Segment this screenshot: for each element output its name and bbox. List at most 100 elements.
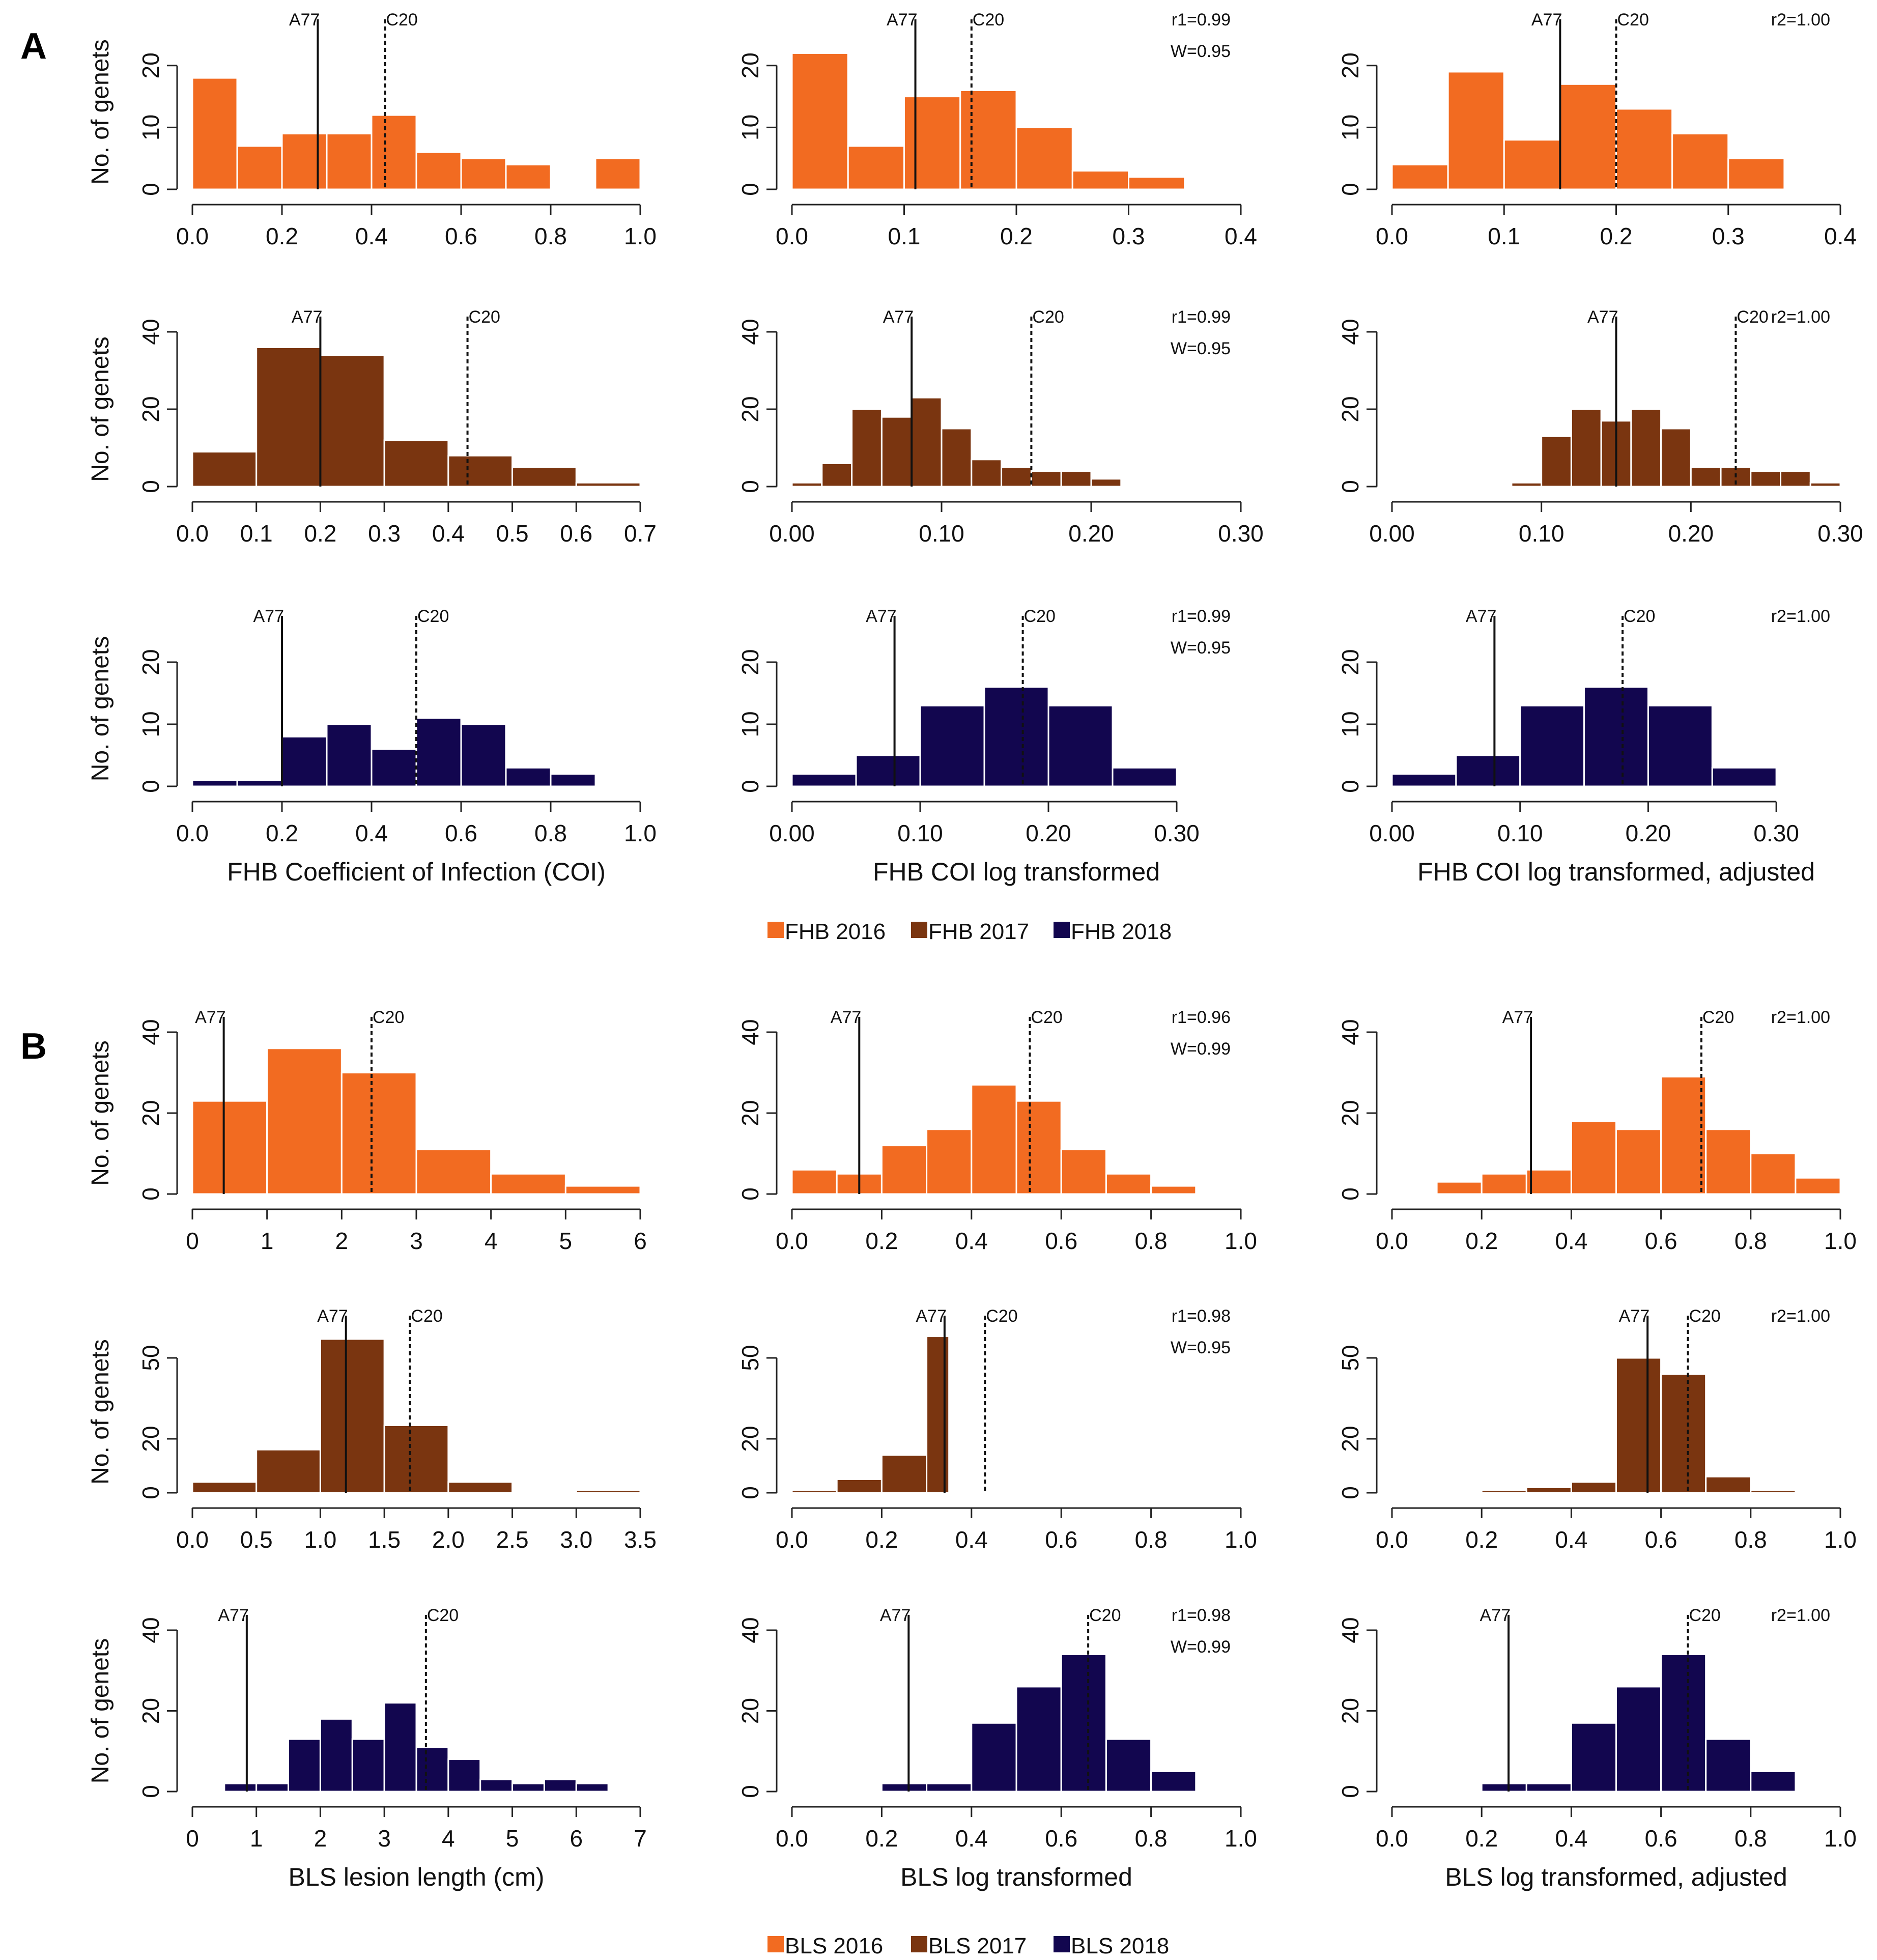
bar-A-r3-c2-0 [791, 773, 857, 787]
y-tick-label-A-r1-c1-2: 20 [137, 52, 164, 78]
x-tick-label-A-r3-c3-2: 0.20 [1626, 820, 1671, 846]
panel-label-b: B [20, 1026, 47, 1067]
marker-label-B-r2-c1-A77: A77 [317, 1306, 348, 1326]
x-tick-label-B-r3-c2-2: 0.4 [955, 1825, 988, 1852]
x-tick-label-A-r3-c2-3: 0.30 [1154, 820, 1200, 846]
x-tick-label-B-r2-c2-3: 0.6 [1045, 1526, 1077, 1553]
x-label-B-r3-c1: BLS lesion length (cm) [288, 1863, 544, 1891]
marker-label-A-r2-c1-A77: A77 [292, 307, 323, 327]
bar-A-r3-c1-8 [550, 773, 596, 787]
y-tick-label-A-r1-c1-1: 10 [137, 115, 164, 140]
x-tick-label-A-r2-c1-4: 0.4 [432, 520, 465, 547]
bar-A-r1-c3-2 [1503, 139, 1561, 190]
y-tick-label-A-r1-c2-1: 10 [737, 115, 763, 140]
bar-A-r1-c3-1 [1447, 71, 1505, 190]
bar-B-r1-c1-2 [340, 1072, 417, 1195]
bar-A-r1-c2-5 [1071, 170, 1129, 190]
bar-B-r1-c3-7 [1750, 1153, 1797, 1195]
marker-label-B-r2-c3-A77: A77 [1619, 1306, 1650, 1326]
x-tick-label-B-r2-c1-1: 0.5 [240, 1526, 273, 1553]
bar-B-r3-c1-0 [223, 1782, 258, 1793]
bar-B-r1-c2-8 [1150, 1185, 1197, 1195]
x-tick-label-A-r3-c2-1: 0.10 [897, 820, 943, 846]
x-tick-label-A-r3-c1-4: 0.8 [534, 820, 567, 846]
bar-B-r2-c1-2 [319, 1338, 385, 1494]
x-tick-label-A-r2-c2-3: 0.30 [1218, 520, 1264, 547]
marker-label-A-r2-c1-C20: C20 [469, 307, 500, 327]
legend-swatch-bls-2017 [911, 1936, 927, 1952]
chart-B-r3-c2: 0.0 0.2 0.4 0.6 0.8 1.0 0 20 40 BLS log transform… [737, 1606, 1257, 1891]
bar-A-r2-c2-5 [941, 428, 973, 488]
bar-A-r2-c3-4 [1630, 408, 1662, 488]
x-tick-label-B-r1-c2-3: 0.6 [1045, 1228, 1077, 1254]
bar-A-r1-c1-7 [505, 163, 552, 190]
panel-label-a: A [20, 26, 47, 67]
chart-A-r1-c3: 0.0 0.1 0.2 0.3 0.4 0 10 20 A77 C20 r2=1.00 [1337, 10, 1857, 249]
bar-B-r2-c1-4 [447, 1481, 514, 1494]
bar-B-r1-c2-0 [791, 1169, 838, 1195]
bar-B-r1-c1-3 [415, 1149, 492, 1195]
y-label-B-r1-c1: No. of genets [87, 1040, 114, 1186]
marker-label-A-r3-c3-C20: C20 [1624, 607, 1655, 626]
bar-B-r1-c3-3 [1570, 1120, 1617, 1195]
x-label-B-r3-c2: BLS log transformed [900, 1863, 1132, 1891]
x-tick-label-A-r2-c2-2: 0.20 [1068, 520, 1114, 547]
x-tick-label-A-r2-c3-3: 0.30 [1817, 520, 1863, 547]
marker-label-A-r2-c2-C20: C20 [1032, 307, 1064, 327]
y-tick-label-B-r3-c3-2: 40 [1337, 1617, 1363, 1643]
bar-A-r2-c1-2 [319, 354, 385, 488]
bar-B-r3-c3-2 [1570, 1722, 1617, 1793]
bar-A-r3-c2-5 [1112, 766, 1178, 787]
x-tick-label-A-r1-c3-0: 0.0 [1376, 223, 1408, 249]
bar-A-r2-c3-5 [1660, 428, 1692, 488]
bar-A-r2-c2-8 [1030, 470, 1062, 488]
legend-label-bls-2018: BLS 2018 [1071, 1934, 1169, 1958]
bar-A-r3-c1-1 [236, 779, 283, 787]
y-tick-label-A-r1-c3-0: 0 [1337, 183, 1363, 196]
x-tick-label-B-r3-c1-4: 4 [442, 1825, 455, 1852]
x-tick-label-A-r2-c2-0: 0.00 [769, 520, 815, 547]
stat-annotation-B-r1-c3-0: r2=1.00 [1771, 1008, 1830, 1027]
x-tick-label-B-r3-c2-4: 0.8 [1135, 1825, 1168, 1852]
marker-label-B-r2-c3-C20: C20 [1689, 1306, 1720, 1326]
legend-swatch-fhb-2018 [1054, 922, 1070, 938]
stat-annotation-A-r1-c2-0: r1=0.99 [1172, 10, 1231, 30]
stat-annotation-B-r2-c2-1: W=0.95 [1171, 1338, 1231, 1357]
marker-label-B-r3-c1-C20: C20 [427, 1606, 459, 1625]
y-tick-label-A-r3-c3-1: 10 [1337, 711, 1363, 737]
bar-A-r3-c3-3 [1583, 686, 1649, 787]
bar-A-r2-c3-10 [1809, 481, 1841, 488]
x-tick-label-B-r2-c3-5: 1.0 [1824, 1526, 1857, 1553]
x-tick-label-B-r1-c3-1: 0.2 [1465, 1228, 1498, 1254]
x-tick-label-A-r1-c1-0: 0.0 [176, 223, 209, 249]
stat-annotation-A-r3-c2-1: W=0.95 [1171, 638, 1231, 658]
stat-annotation-B-r1-c2-0: r1=0.96 [1172, 1008, 1231, 1027]
stat-annotation-A-r2-c2-1: W=0.95 [1171, 339, 1231, 358]
x-tick-label-B-r3-c2-5: 1.0 [1225, 1825, 1257, 1852]
chart-B-r3-c3: 0.0 0.2 0.4 0.6 0.8 1.0 0 20 40 BLS log transform… [1337, 1606, 1857, 1891]
x-tick-label-B-r1-c3-0: 0.0 [1376, 1228, 1408, 1254]
bar-B-r3-c3-0 [1481, 1782, 1527, 1793]
x-tick-label-B-r3-c3-4: 0.8 [1734, 1825, 1767, 1852]
marker-label-A-r3-c3-A77: A77 [1466, 607, 1497, 626]
x-tick-label-A-r1-c2-3: 0.3 [1113, 223, 1145, 249]
bar-A-r2-c3-0 [1511, 481, 1543, 488]
bar-A-r3-c3-5 [1711, 766, 1777, 787]
chart-B-r3-c1: 0 1 2 3 4 5 6 7 0 20 40 No. of genets BLS lesion len… [87, 1606, 647, 1891]
bar-B-r3-c1-5 [383, 1702, 417, 1793]
x-label-A-r3-c1: FHB Coefficient of Infection (COI) [227, 858, 606, 886]
x-tick-label-A-r2-c3-1: 0.10 [1519, 520, 1565, 547]
y-tick-label-A-r3-c2-2: 20 [737, 649, 763, 675]
y-tick-label-A-r2-c3-2: 40 [1337, 319, 1363, 345]
x-tick-label-A-r3-c1-0: 0.0 [176, 820, 209, 846]
y-tick-label-A-r1-c2-0: 0 [737, 183, 763, 196]
x-tick-label-A-r1-c2-4: 0.4 [1225, 223, 1257, 249]
x-tick-label-B-r2-c1-5: 2.5 [496, 1526, 529, 1553]
x-tick-label-B-r1-c2-4: 0.8 [1135, 1228, 1168, 1254]
bar-B-r2-c1-1 [255, 1448, 321, 1494]
y-tick-label-B-r3-c3-0: 0 [1337, 1785, 1363, 1798]
y-tick-label-B-r1-c3-0: 0 [1337, 1187, 1363, 1201]
bar-B-r2-c3-4 [1660, 1373, 1707, 1494]
bar-B-r1-c3-6 [1705, 1128, 1752, 1195]
x-tick-label-B-r3-c1-5: 5 [506, 1825, 519, 1852]
